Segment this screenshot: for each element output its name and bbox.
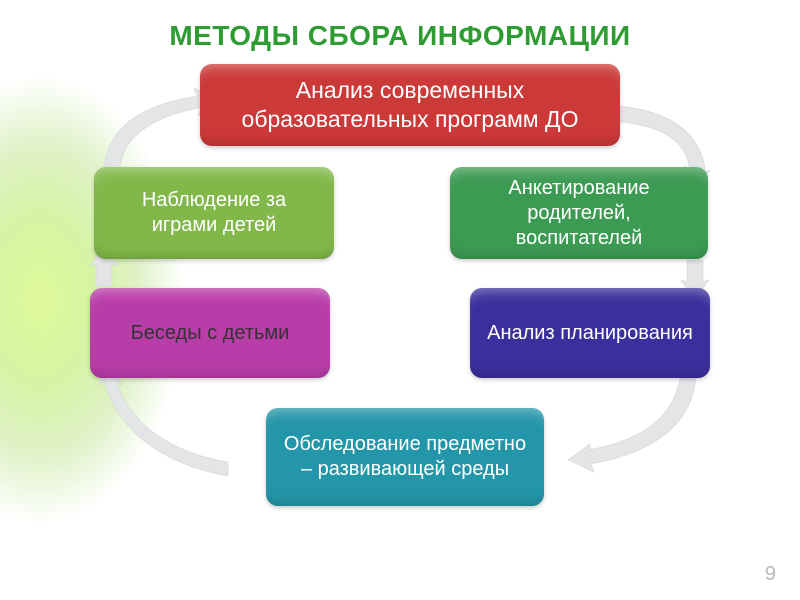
node-talks: Беседы с детьми bbox=[90, 288, 330, 378]
node-planning: Анализ планирования bbox=[470, 288, 710, 378]
cycle-diagram: Анализ современных образовательных прогр… bbox=[70, 60, 730, 560]
node-analysis-programs: Анализ современных образовательных прогр… bbox=[200, 64, 620, 146]
node-survey: Анкетирование родителей, воспитателей bbox=[450, 167, 708, 259]
arrow-bottom-right bbox=[568, 378, 696, 472]
page-title: МЕТОДЫ СБОРА ИНФОРМАЦИИ bbox=[0, 20, 800, 52]
page-number: 9 bbox=[765, 563, 776, 586]
node-environment: Обследование предметно – развивающей сре… bbox=[266, 408, 544, 506]
node-observation: Наблюдение за играми детей bbox=[94, 167, 334, 259]
